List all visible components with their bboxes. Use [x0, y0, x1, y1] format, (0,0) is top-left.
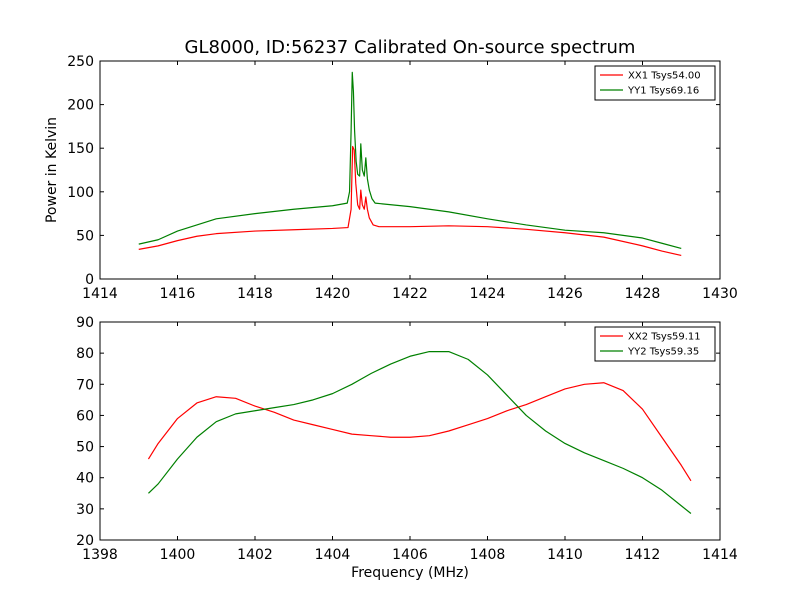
series-line-2: [138, 71, 682, 250]
y-axis-label: Power in Kelvin: [44, 117, 60, 223]
x-tick-label: 1404: [315, 547, 351, 563]
y-tick-label: 100: [67, 185, 94, 201]
x-tick-label: 1414: [82, 286, 118, 302]
x-tick-label: 1426: [547, 286, 583, 302]
legend-entry-2: YY2 Tsys59.35: [627, 347, 699, 358]
y-tick-label: 70: [76, 377, 94, 393]
x-tick-label: 1412: [625, 547, 661, 563]
figure-title: GL8000, ID:56237 Calibrated On-source sp…: [185, 37, 636, 58]
x-tick-label: 1422: [392, 286, 428, 302]
y-tick-label: 50: [76, 440, 94, 456]
legend: XX2 Tsys59.11 YY2 Tsys59.35: [594, 326, 716, 362]
chart-bottom: 1398 1400 1402 1404 1406 1408 1410 1412 1414 20 30…: [76, 315, 738, 581]
y-tick-label: 30: [76, 502, 94, 518]
y-tick-label: 90: [76, 315, 94, 331]
x-tick-label: 1406: [392, 547, 428, 563]
x-tick-label: 1424: [470, 286, 506, 302]
x-tick-label: 1402: [237, 547, 273, 563]
legend-entry-2: YY1 Tsys69.16: [627, 86, 699, 97]
x-tick-label: 1416: [160, 286, 196, 302]
y-tick-label: 20: [76, 533, 94, 549]
y-tick-label: 0: [85, 272, 94, 288]
legend-box: [594, 65, 716, 101]
x-tick-label: 1400: [160, 547, 196, 563]
x-axis-label: Frequency (MHz): [351, 565, 469, 581]
legend: XX1 Tsys54.00 YY1 Tsys69.16: [594, 65, 716, 101]
series-line-2: [148, 350, 692, 514]
chart-top: 1414 1416 1418 1420 1422 1424 1426 1428 1430 0 50 1…: [44, 54, 738, 302]
x-tick-label: 1410: [547, 547, 583, 563]
legend-entry-1: XX2 Tsys59.11: [628, 332, 701, 343]
y-tick-label: 150: [67, 141, 94, 157]
y-tick-label: 50: [76, 228, 94, 244]
y-tick-label: 80: [76, 346, 94, 362]
y-tick-label: 60: [76, 408, 94, 424]
series-line-1: [147, 382, 692, 482]
x-tick-label: 1428: [625, 286, 661, 302]
x-tick-label: 1418: [237, 286, 273, 302]
y-tick-label: 40: [76, 471, 94, 487]
y-tick-label: 250: [67, 54, 94, 70]
x-tick-label: 1414: [702, 547, 738, 563]
legend-entry-1: XX1 Tsys54.00: [628, 71, 701, 82]
x-tick-label: 1408: [470, 547, 506, 563]
series-line-1: [138, 145, 682, 257]
x-tick-label: 1420: [315, 286, 351, 302]
x-tick-label: 1398: [82, 547, 118, 563]
y-tick-label: 200: [67, 98, 94, 114]
legend-box: [594, 326, 716, 362]
x-tick-label: 1430: [702, 286, 738, 302]
